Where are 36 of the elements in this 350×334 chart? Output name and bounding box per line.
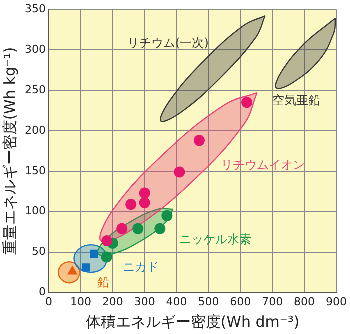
x-tick-label: 900	[326, 295, 347, 308]
series-label: ニッケル水素	[180, 232, 252, 247]
y-tick-label: 300	[24, 42, 46, 56]
point	[126, 199, 137, 210]
x-tick-label: 500	[198, 295, 220, 308]
point	[139, 188, 150, 199]
point	[174, 166, 186, 178]
x-axis-title: 体積エネルギー密度(Wh dm⁻³)	[86, 312, 300, 331]
point	[242, 97, 253, 108]
point	[132, 223, 144, 234]
series-label: ニカド	[123, 260, 160, 274]
point	[116, 223, 128, 234]
y-tick-label: 150	[24, 164, 46, 178]
point	[194, 135, 205, 146]
point	[82, 264, 90, 272]
y-tick-label: 250	[24, 83, 46, 96]
x-tick-label: 300	[134, 295, 156, 308]
y-tick-label: 350	[24, 2, 46, 16]
y-tick-label: 200	[24, 124, 46, 137]
point	[139, 197, 150, 208]
point	[90, 250, 98, 258]
point	[154, 223, 166, 234]
point	[101, 252, 112, 263]
x-tick-label: 700	[262, 295, 284, 308]
y-tick-label: 50	[32, 245, 46, 258]
x-tick-label: 600	[230, 295, 252, 308]
x-tick-label: 200	[102, 295, 124, 308]
y-tick-label: 0	[38, 286, 46, 299]
y-tick-label: 100	[24, 204, 46, 218]
point	[162, 210, 173, 222]
x-tick-label: 100	[70, 295, 92, 308]
x-tick-label: 400	[166, 295, 188, 308]
series-label: 鉛	[97, 276, 110, 290]
point	[102, 236, 113, 247]
y-axis-title: 重量エネルギー密度(Wh kg⁻¹)	[0, 47, 19, 256]
x-tick-label: 800	[294, 295, 316, 308]
